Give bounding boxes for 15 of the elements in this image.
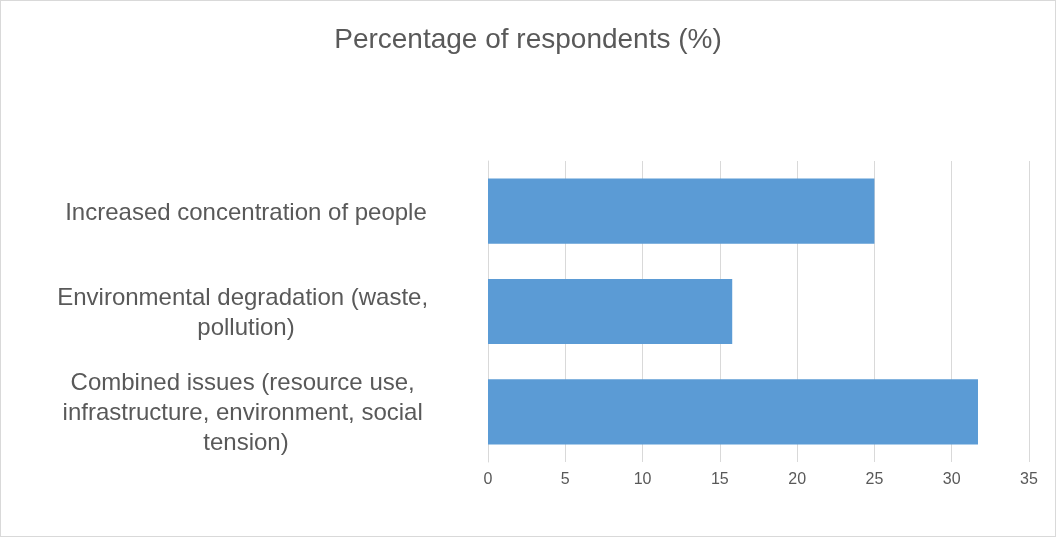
x-tick-label: 5: [560, 469, 570, 487]
x-tick-label: 15: [710, 469, 729, 487]
x-tick-label: 0: [483, 469, 493, 487]
bar: [488, 278, 733, 345]
x-tick-label: 30: [942, 469, 961, 487]
y-tick-label: Combined issues (resource use, infrastructure, environment, social tension): [62, 368, 430, 456]
x-tick-label: 35: [1020, 469, 1038, 487]
bar: [488, 379, 978, 445]
x-tick-label: 20: [788, 469, 807, 487]
y-tick-label: Increased concentration of people: [65, 197, 427, 225]
y-tick-label: Environmental degradation (waste, pollution): [57, 283, 435, 340]
bar: [488, 178, 875, 244]
x-tick-label: 25: [865, 469, 884, 487]
x-tick-label: 10: [633, 469, 652, 487]
chart-title: Percentage of respondents (%): [334, 22, 722, 54]
